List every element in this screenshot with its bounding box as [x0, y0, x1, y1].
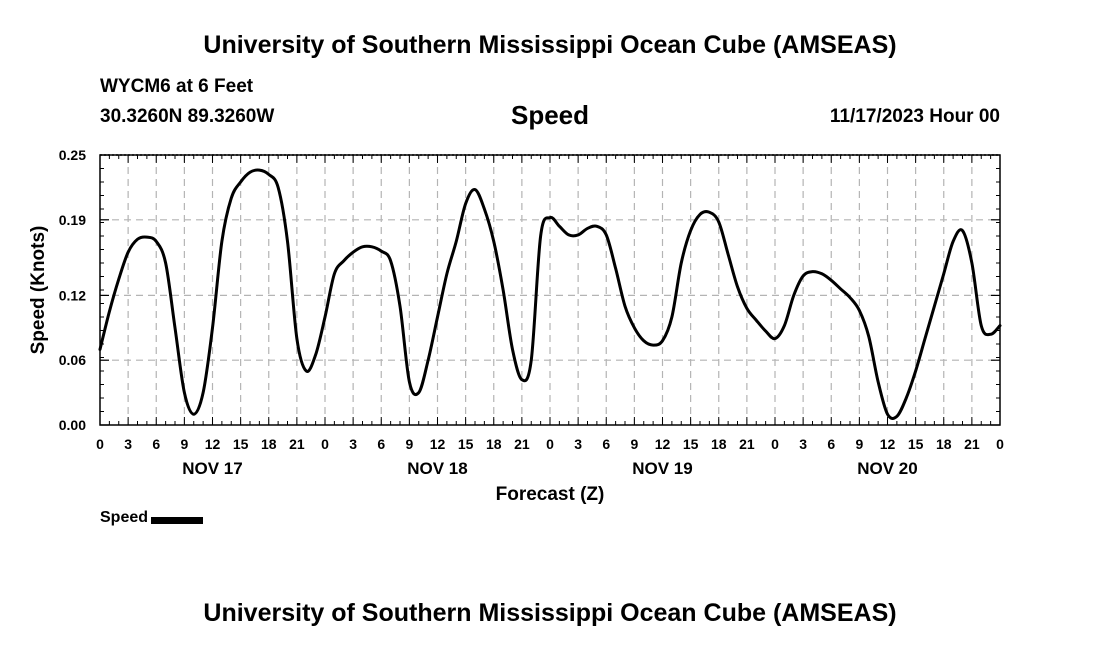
y-tick-label: 0.12 [59, 287, 86, 303]
footer-title: University of Southern Mississippi Ocean… [203, 599, 897, 627]
day-label: NOV 19 [632, 459, 692, 478]
x-tick-label: 0 [321, 436, 329, 452]
series-line-speed [98, 168, 1002, 420]
legend-line-swatch [151, 516, 204, 524]
y-tick-label: 0.00 [59, 417, 86, 433]
y-tick-label: 0.06 [59, 352, 86, 368]
x-tick-label: 0 [996, 436, 1004, 452]
station-label: WYCM6 at 6 Feet [100, 76, 254, 97]
x-tick-label: 12 [205, 436, 221, 452]
x-tick-label: 0 [96, 436, 104, 452]
x-tick-label: 21 [739, 436, 755, 452]
x-tick-label: 6 [152, 436, 160, 452]
legend-label: Speed [100, 509, 149, 526]
x-tick-label: 0 [546, 436, 554, 452]
x-tick-label: 0 [771, 436, 779, 452]
x-tick-label: 15 [233, 436, 249, 452]
x-tick-label: 18 [261, 436, 277, 452]
y-tick-label: 0.19 [59, 212, 86, 228]
x-axis-label: Forecast (Z) [496, 484, 605, 505]
y-axis-label: Speed (Knots) [28, 226, 49, 355]
x-tick-label: 21 [514, 436, 530, 452]
x-tick-label: 18 [486, 436, 502, 452]
x-tick-label: 21 [964, 436, 980, 452]
x-tick-label: 12 [430, 436, 446, 452]
day-label: NOV 20 [857, 459, 917, 478]
datetime-label: 11/17/2023 Hour 00 [829, 106, 1000, 127]
x-tick-label: 9 [180, 436, 188, 452]
x-tick-label: 6 [827, 436, 835, 452]
x-tick-label: 3 [349, 436, 357, 452]
x-tick-label: 9 [405, 436, 413, 452]
x-tick-label: 3 [124, 436, 132, 452]
x-tick-label: 15 [908, 436, 924, 452]
y-tick-label: 0.25 [59, 147, 86, 163]
x-tick-label: 15 [683, 436, 699, 452]
x-tick-label: 3 [799, 436, 807, 452]
x-tick-label: 12 [880, 436, 896, 452]
x-tick-label: 9 [630, 436, 638, 452]
x-tick-label: 6 [602, 436, 610, 452]
location-label: 30.3260N 89.3260W [100, 106, 275, 127]
x-tick-label: 15 [458, 436, 474, 452]
x-tick-label: 12 [655, 436, 671, 452]
x-tick-label: 3 [574, 436, 582, 452]
x-tick-label: 18 [936, 436, 952, 452]
legend: Speed [100, 509, 204, 527]
x-tick-label: 21 [289, 436, 305, 452]
day-label: NOV 17 [182, 459, 242, 478]
x-tick-label: 6 [377, 436, 385, 452]
chart-title: Speed [510, 100, 590, 130]
x-tick-label: 9 [855, 436, 863, 452]
page-title: University of Southern Mississippi Ocean… [203, 31, 897, 59]
day-label: NOV 18 [407, 459, 467, 478]
x-tick-label: 18 [711, 436, 727, 452]
